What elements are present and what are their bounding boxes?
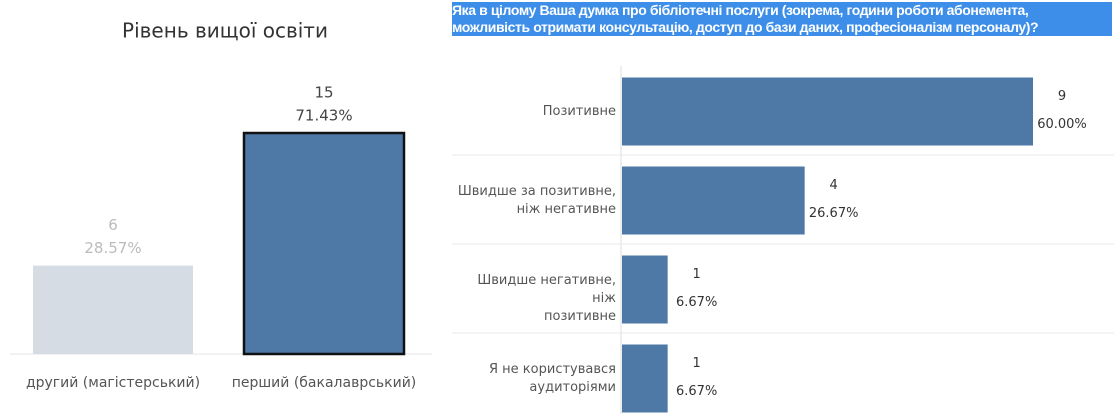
value-label: 6 [108,216,118,234]
value-label: 9 [1058,89,1066,104]
y-tick-label: Я не користувався аудиторіями [489,361,616,395]
value-label: 15 [314,84,333,102]
bar [622,255,668,324]
bar [242,131,406,356]
value-label: 4 [830,178,838,193]
percent-label: 26.67% [809,206,859,221]
bar [622,77,1033,146]
x-tick-label: перший (бакалаврський) [232,375,417,391]
y-tick-label: Швидше за позитивне, ніж негативне [457,183,616,217]
y-tick-label: Позитивне [542,103,616,119]
chart-title: Рівень вищої освіти [122,19,328,43]
percent-label: 6.67% [676,295,717,310]
bar [622,344,668,413]
chart-title: Яка в цілому Ваша думка про бібліотечні … [452,2,1112,36]
x-tick-label: другий (магістерський) [26,375,200,391]
value-label: 1 [693,356,701,371]
bar [622,166,805,235]
percent-label: 6.67% [676,384,717,399]
value-label: 1 [693,267,701,282]
y-tick-label: Швидше негативне, ніж позитивне [477,272,616,324]
percent-label: 71.43% [295,107,352,125]
percent-label: 28.57% [84,239,141,257]
percent-label: 60.00% [1037,117,1087,132]
bar [33,265,193,354]
